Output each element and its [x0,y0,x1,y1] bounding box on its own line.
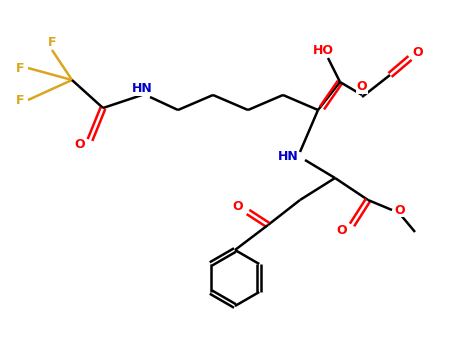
Text: O: O [394,203,405,217]
Text: HN: HN [278,149,298,162]
Text: O: O [233,201,243,214]
Text: F: F [16,62,24,75]
Text: O: O [75,139,86,152]
Text: O: O [337,224,347,237]
Text: F: F [48,35,56,49]
Text: O: O [413,47,423,60]
Text: HO: HO [313,43,334,56]
Text: HN: HN [131,83,152,96]
Text: O: O [357,80,367,93]
Text: F: F [16,93,24,106]
